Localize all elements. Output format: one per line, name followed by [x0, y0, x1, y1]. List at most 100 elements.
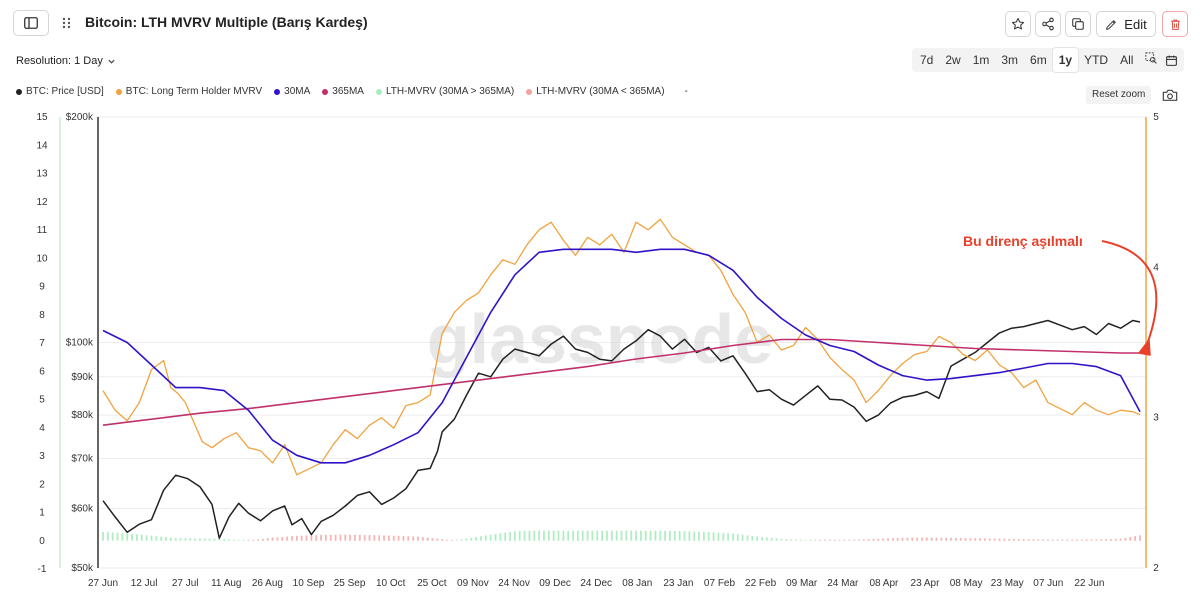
- oscillator-bar: [722, 533, 725, 541]
- oscillator-bar: [1114, 538, 1117, 541]
- legend-dot: [115, 88, 122, 95]
- oscillator-tick-label: 1: [39, 508, 45, 519]
- legend-item-extra[interactable]: -: [677, 86, 688, 97]
- oscillator-bar: [111, 532, 114, 541]
- oscillator-bar: [756, 536, 759, 541]
- oscillator-tick-label: 10: [36, 253, 48, 264]
- oscillator-bar: [1066, 539, 1069, 541]
- oscillator-bar: [950, 537, 952, 541]
- oscillator-bar: [388, 535, 390, 541]
- oscillator-bars: [102, 530, 1141, 541]
- oscillator-bar: [334, 534, 337, 541]
- oscillator-tick-label: 8: [39, 310, 45, 321]
- oscillator-bar: [257, 539, 259, 541]
- oscillator-bar: [819, 539, 822, 541]
- oscillator-bar: [1105, 539, 1107, 541]
- zoom-select-icon: [1145, 52, 1158, 64]
- calendar-button[interactable]: [1158, 48, 1184, 72]
- x-tick-label: 23 Apr: [911, 578, 941, 589]
- zoom-select-button[interactable]: [1139, 48, 1163, 72]
- oscillator-tick-label: 6: [39, 366, 45, 377]
- share-button[interactable]: [1035, 11, 1061, 37]
- oscillator-bar: [785, 539, 788, 541]
- sidebar-toggle-button[interactable]: [13, 10, 49, 36]
- legend-item-30ma[interactable]: 30MA: [274, 86, 310, 97]
- oscillator-bar: [935, 537, 938, 541]
- legend-item-price[interactable]: BTC: Price [USD]: [16, 86, 104, 97]
- oscillator-bar: [1013, 538, 1015, 541]
- oscillator-bar: [1056, 539, 1059, 541]
- oscillator-bar: [121, 533, 124, 541]
- oscillator-bar: [606, 530, 608, 541]
- oscillator-bar: [494, 533, 497, 541]
- oscillator-tick-label: 14: [36, 140, 48, 151]
- legend-item-oscillator-positive[interactable]: LTH-MVRV (30MA > 365MA): [375, 86, 514, 97]
- annotation-arrow: [1101, 240, 1158, 353]
- range-7d[interactable]: 7d: [920, 53, 934, 67]
- oscillator-bar: [838, 539, 841, 541]
- legend-dot: [526, 88, 533, 95]
- oscillator-bar: [455, 539, 458, 541]
- chevron-down-icon: [108, 59, 115, 64]
- legend-item-lth-mvrv[interactable]: BTC: Long Term Holder MVRV: [115, 86, 262, 97]
- oscillator-bar: [659, 530, 662, 541]
- oscillator-bar: [383, 535, 385, 541]
- camera-icon[interactable]: [1162, 88, 1178, 102]
- oscillator-bar: [523, 530, 526, 541]
- range-1y[interactable]: 1y: [1052, 48, 1079, 72]
- range-6m[interactable]: 6m: [1030, 53, 1047, 67]
- oscillator-bar: [988, 538, 991, 541]
- favorite-button[interactable]: [1005, 11, 1031, 37]
- range-all[interactable]: All: [1120, 53, 1134, 67]
- oscillator-bar: [887, 538, 889, 541]
- edit-button[interactable]: Edit: [1096, 11, 1156, 37]
- oscillator-bar: [693, 531, 696, 541]
- x-tick-label: 24 Nov: [498, 578, 530, 589]
- oscillator-bar: [174, 538, 177, 541]
- drag-handle-icon[interactable]: [60, 16, 74, 30]
- oscillator-bar: [596, 530, 599, 541]
- oscillator-bar: [959, 537, 962, 541]
- ma365-line: [102, 338, 1140, 426]
- resolution-dropdown[interactable]: Resolution: 1 Day: [16, 55, 116, 67]
- lth-mvrv-line: [102, 218, 1141, 476]
- duplicate-button[interactable]: [1065, 11, 1091, 37]
- x-tick-label: 23 Jan: [663, 578, 693, 589]
- chart-title: Bitcoin: LTH MVRV Multiple (Barış Kardeş…: [85, 14, 368, 30]
- price-tick-label: $90k: [71, 372, 94, 383]
- reset-zoom-button[interactable]: Reset zoom: [1086, 86, 1152, 104]
- price-tick-label: $80k: [71, 410, 94, 421]
- delete-button[interactable]: [1162, 11, 1188, 37]
- oscillator-bar: [262, 538, 264, 541]
- x-tick-label: 27 Jul: [172, 578, 199, 589]
- oscillator-bar: [150, 535, 153, 541]
- x-tick-label: 24 Mar: [827, 578, 859, 589]
- legend-item-oscillator-negative[interactable]: LTH-MVRV (30MA < 365MA): [526, 86, 665, 97]
- x-tick-label: 08 Apr: [869, 578, 899, 589]
- trash-icon: [1170, 19, 1180, 30]
- pencil-icon: [1106, 19, 1117, 30]
- oscillator-bar: [213, 538, 216, 541]
- oscillator-bar: [795, 539, 797, 541]
- range-3m[interactable]: 3m: [1001, 53, 1019, 67]
- oscillator-bar: [576, 530, 579, 541]
- oscillator-bar: [993, 538, 996, 541]
- oscillator-bar: [1110, 538, 1112, 541]
- oscillator-bar: [199, 538, 201, 541]
- oscillator-bar: [1003, 538, 1006, 541]
- range-1m[interactable]: 1m: [972, 53, 990, 67]
- oscillator-bar: [354, 534, 356, 541]
- sidebar-panel-icon: [24, 17, 38, 29]
- range-ytd[interactable]: YTD: [1084, 53, 1109, 67]
- oscillator-bar: [1027, 539, 1030, 541]
- oscillator-bar: [402, 536, 405, 541]
- range-2w[interactable]: 2w: [945, 53, 961, 67]
- oscillator-bar: [702, 531, 705, 541]
- oscillator-bar: [1100, 539, 1103, 541]
- oscillator-bar: [567, 530, 570, 541]
- chart-area[interactable]: glassnode -10123456789101112131415$50k$6…: [0, 108, 1200, 601]
- legend-item-365ma[interactable]: 365MA: [322, 86, 364, 97]
- oscillator-bar: [489, 534, 492, 541]
- oscillator-bar: [228, 539, 230, 541]
- oscillator-tick-label: 9: [39, 282, 45, 293]
